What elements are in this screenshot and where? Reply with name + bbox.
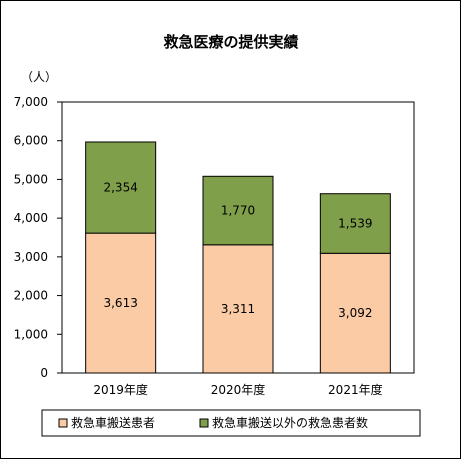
- y-tick-label: 3,000: [14, 250, 48, 264]
- bar-non-ambulance-0: [85, 141, 157, 234]
- data-label: 3,092: [338, 306, 372, 320]
- legend-swatch: [58, 418, 68, 428]
- y-tick-label: 7,000: [14, 95, 48, 109]
- legend-box: [41, 409, 421, 437]
- legend-label: 救急車搬送以外の救急患者数: [212, 415, 368, 430]
- x-category-label: 2019年度: [93, 382, 148, 397]
- x-category-label: 2020年度: [211, 382, 266, 397]
- chart-title: 救急医療の提供実績: [163, 33, 298, 51]
- y-tick-label: 6,000: [14, 134, 48, 148]
- legend-label: 救急車搬送患者: [71, 415, 155, 430]
- y-tick-label: 5,000: [14, 172, 48, 186]
- y-tick-label: 1,000: [14, 327, 48, 341]
- legend: 救急車搬送患者 救急車搬送以外の救急患者数: [41, 409, 421, 437]
- x-category-label: 2021年度: [328, 382, 383, 397]
- bar-ambulance-1: [202, 244, 274, 374]
- y-tick-label: 4,000: [14, 211, 48, 225]
- bar-ambulance-0: [85, 232, 157, 374]
- y-tick-label: 0: [40, 366, 48, 380]
- plot-area: 0 1,000 2,000 3,000 4,000 5,000 6,000 7,000 3,61…: [14, 95, 415, 397]
- data-label: 1,539: [338, 217, 372, 231]
- data-label: 2,354: [103, 181, 137, 195]
- y-unit-label: （人）: [21, 70, 57, 84]
- legend-swatch: [199, 418, 209, 428]
- data-label: 1,770: [221, 204, 255, 218]
- y-tick-label: 2,000: [14, 289, 48, 303]
- bar-non-ambulance-2: [319, 193, 391, 254]
- data-label: 3,613: [103, 296, 137, 310]
- data-label: 3,311: [221, 302, 255, 316]
- bar-non-ambulance-1: [202, 175, 274, 246]
